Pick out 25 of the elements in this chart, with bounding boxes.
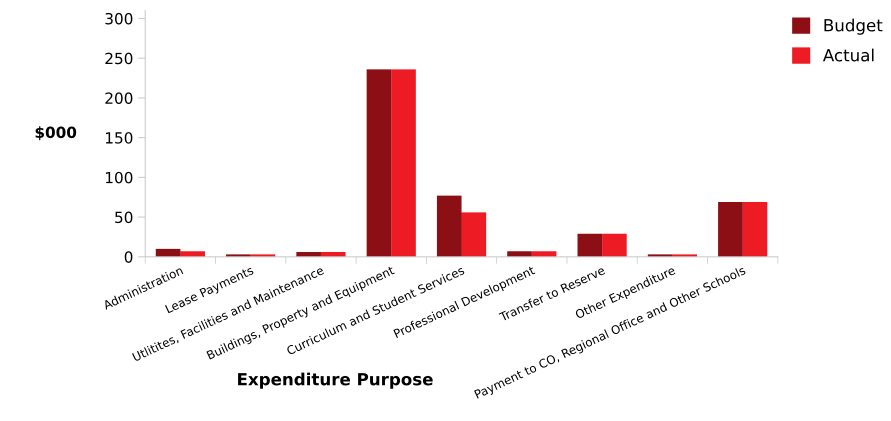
bar [742,202,768,257]
bar [718,202,743,257]
bar [436,196,462,257]
bar [366,69,392,257]
y-tick-label: 300 [105,12,132,24]
bar [507,251,532,257]
y-axis-title: $000 [36,126,76,140]
y-tick-label: 150 [106,132,132,144]
bar [320,252,346,257]
bar [296,252,321,257]
y-tick-label: 200 [105,92,132,104]
bar [462,212,486,257]
x-axis-title: Expenditure Purpose [238,372,433,389]
y-tick-label: 250 [105,52,132,64]
bar [156,248,180,257]
y-tick-label: 100 [106,172,132,184]
legend-label: Budget [824,18,882,35]
bar [391,69,416,257]
bar [602,234,627,257]
y-tick-label: 0 [124,251,132,263]
legend-label: Actual [822,48,874,62]
bar [532,251,556,257]
bar [578,234,602,257]
y-tick-label: 50 [115,212,132,224]
bar [180,251,205,257]
